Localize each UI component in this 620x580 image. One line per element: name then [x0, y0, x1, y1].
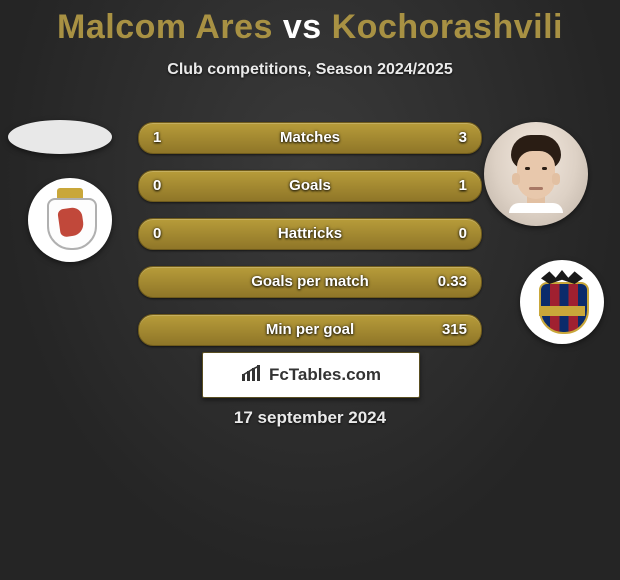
- levante-crest-icon: [535, 272, 589, 332]
- source-attribution: FcTables.com: [202, 352, 420, 398]
- source-label: FcTables.com: [269, 365, 381, 385]
- stat-label: Goals per match: [139, 267, 481, 297]
- stat-row-matches: 1 Matches 3: [138, 122, 482, 154]
- comparison-card: Malcom Ares vs Kochorashvili Club compet…: [0, 0, 620, 580]
- stat-row-goals-per-match: Goals per match 0.33: [138, 266, 482, 298]
- snapshot-date: 17 september 2024: [0, 408, 620, 428]
- stat-right-value: 1: [459, 171, 467, 201]
- subtitle: Club competitions, Season 2024/2025: [0, 61, 620, 79]
- stat-label: Min per goal: [139, 315, 481, 345]
- real-zaragoza-crest-icon: [47, 192, 93, 248]
- player2-name: Kochorashvili: [332, 8, 563, 46]
- player1-avatar: [8, 120, 112, 154]
- stat-right-value: 0.33: [438, 267, 467, 297]
- bar-trend-icon: [241, 364, 263, 387]
- stat-row-min-per-goal: Min per goal 315: [138, 314, 482, 346]
- page-title: Malcom Ares vs Kochorashvili: [0, 0, 620, 47]
- team1-badge: [28, 178, 112, 262]
- stats-table: 1 Matches 3 0 Goals 1 0 Hattricks 0 Goal…: [138, 122, 482, 362]
- stat-label: Hattricks: [139, 219, 481, 249]
- stat-right-value: 315: [442, 315, 467, 345]
- stat-right-value: 3: [459, 123, 467, 153]
- stat-right-value: 0: [459, 219, 467, 249]
- player2-avatar: [484, 122, 588, 226]
- player2-face-icon: [501, 135, 571, 213]
- player1-name: Malcom Ares: [57, 8, 273, 46]
- vs-separator: vs: [283, 8, 322, 46]
- stat-row-hattricks: 0 Hattricks 0: [138, 218, 482, 250]
- team2-badge: [520, 260, 604, 344]
- stat-row-goals: 0 Goals 1: [138, 170, 482, 202]
- stat-label: Goals: [139, 171, 481, 201]
- stat-label: Matches: [139, 123, 481, 153]
